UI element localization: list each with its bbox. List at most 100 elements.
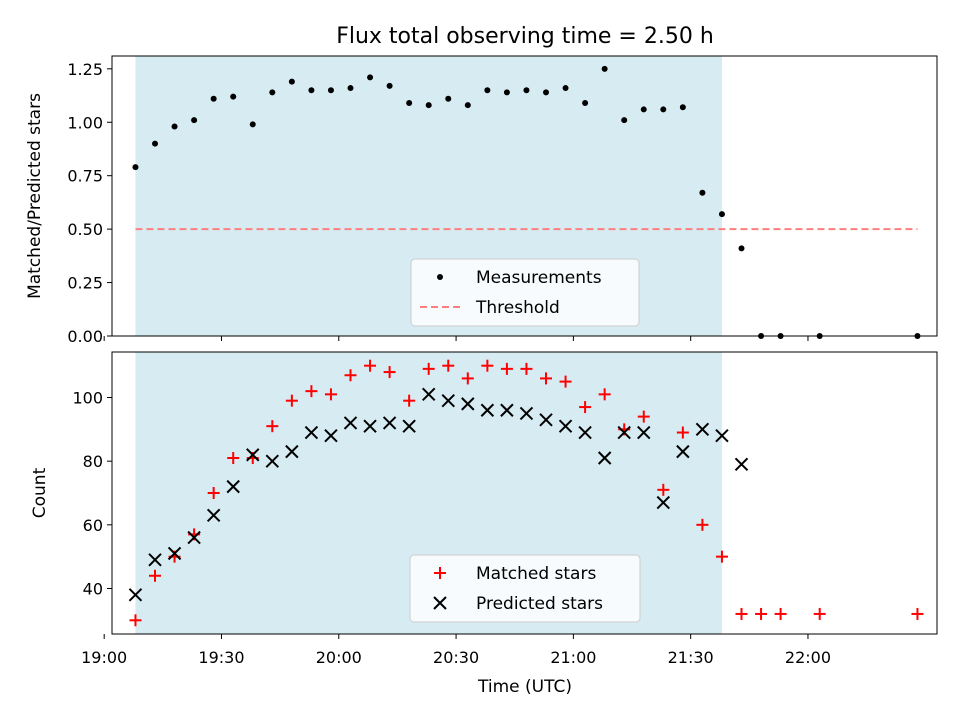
measurement-point	[601, 65, 608, 72]
measurement-point	[288, 78, 295, 85]
measurement-point	[367, 74, 374, 81]
matched-star-point	[598, 388, 611, 401]
bottom-x-tick-label: 22:00	[785, 648, 831, 667]
predicted-star-point	[695, 422, 710, 437]
bottom-x-tick-label: 19:30	[198, 648, 244, 667]
matched-star-point	[285, 394, 298, 407]
predicted-star-point	[480, 403, 495, 417]
top-y-tick-label: 0.25	[67, 274, 103, 293]
measurement-point	[484, 87, 491, 94]
chart-title: Flux total observing time = 2.50 h	[336, 24, 714, 49]
top-legend: Measurements Threshold	[410, 258, 640, 327]
matched-star-point	[403, 394, 416, 407]
matched-star-point	[813, 607, 826, 620]
matched-star-point	[657, 483, 670, 496]
predicted-star-point	[382, 416, 397, 430]
bottom-x-tick-label: 21:30	[668, 648, 714, 667]
predicted-star-point	[363, 419, 377, 433]
predicted-star-point	[656, 495, 671, 510]
top-legend-box	[410, 258, 640, 327]
measurement-point	[503, 89, 510, 96]
bottom-x-tick-label: 21:00	[550, 648, 596, 667]
matched-star-point	[227, 451, 240, 464]
bottom-y-axis-label: Count	[30, 467, 50, 518]
measurement-point	[523, 87, 530, 94]
matched-star-point	[559, 375, 572, 388]
measurement-point	[230, 93, 237, 100]
measurement-point	[445, 95, 452, 102]
legend-matched-label: Matched stars	[476, 564, 596, 584]
predicted-star-point	[715, 429, 729, 443]
predicted-star-point	[500, 403, 514, 417]
bottom-y-tick-label: 40	[83, 579, 103, 598]
measurement-point	[699, 189, 706, 196]
predicted-star-point	[617, 425, 631, 440]
legend-predicted-label: Predicted stars	[476, 594, 603, 614]
predicted-star-point	[519, 406, 534, 421]
measurement-point	[718, 211, 725, 218]
matched-star-point	[442, 359, 455, 372]
matched-star-point	[676, 426, 689, 439]
top-plot-frame	[111, 55, 938, 337]
predicted-star-point	[558, 419, 573, 433]
predicted-star-point	[285, 444, 299, 459]
measurement-point	[269, 89, 276, 96]
matched-star-point	[715, 550, 728, 563]
matched-star-point	[461, 372, 474, 385]
top-y-tick-label: 1.25	[67, 60, 103, 79]
matched-star-point	[735, 607, 748, 620]
matched-star-point	[149, 569, 162, 582]
measurement-point	[425, 102, 432, 109]
matched-star-point	[129, 614, 142, 627]
matched-star-point	[364, 359, 377, 372]
matched-star-point	[207, 487, 220, 499]
measurement-point	[327, 87, 334, 94]
predicted-star-point	[676, 444, 690, 459]
legend-measurements-marker	[437, 274, 443, 280]
matched-star-point	[305, 385, 318, 398]
measurement-point	[249, 121, 256, 128]
matched-star-point	[266, 420, 279, 433]
predicted-star-point	[402, 419, 416, 433]
predicted-star-point	[246, 448, 260, 462]
matched-star-point	[637, 410, 650, 423]
top-y-axis-label: Matched/Predicted stars	[25, 93, 45, 299]
measurement-point	[660, 106, 667, 113]
predicted-star-point	[597, 451, 612, 465]
matched-star-point	[520, 362, 533, 375]
measurement-point	[308, 87, 315, 94]
measurement-point	[582, 100, 589, 107]
matched-star-point	[755, 607, 768, 620]
bottom-y-tick-label: 60	[83, 516, 103, 535]
bottom-panel: 40 60 80 100 19:00 19:30 20:00 20:30 21:00 21:30 2…	[30, 351, 938, 697]
predicted-star-point	[637, 425, 651, 440]
predicted-star-point	[343, 416, 358, 430]
predicted-star-point	[441, 393, 455, 408]
measurement-point	[191, 117, 198, 124]
predicted-star-point	[324, 429, 338, 443]
matched-star-point	[696, 518, 709, 531]
predicted-star-point	[206, 508, 221, 522]
measurement-point	[543, 89, 550, 96]
bottom-x-tick-label: 19:00	[81, 648, 127, 667]
top-panel: 0.00 0.25 0.50 0.75 1.00 1.25 Matched/Predict…	[25, 55, 938, 346]
measurement-point	[562, 85, 569, 92]
measurement-point	[132, 164, 139, 171]
x-axis-label: Time (UTC)	[477, 677, 572, 697]
measurement-point	[679, 104, 686, 111]
predicted-star-point	[578, 425, 592, 440]
predicted-star-point	[461, 397, 475, 411]
measurement-point	[171, 123, 178, 130]
matched-star-point	[540, 372, 553, 385]
measurement-point	[152, 140, 159, 147]
predicted-star-point	[167, 546, 182, 561]
measurement-point	[640, 106, 647, 113]
bottom-x-tick-label: 20:00	[316, 648, 362, 667]
measurement-point	[738, 245, 745, 252]
predicted-star-point	[421, 387, 436, 402]
top-y-tick-label: 0.75	[67, 167, 103, 186]
measurement-point	[621, 117, 628, 124]
measurement-point	[347, 85, 354, 92]
legend-predicted-marker	[433, 596, 447, 610]
legend-matched-marker	[434, 567, 446, 579]
